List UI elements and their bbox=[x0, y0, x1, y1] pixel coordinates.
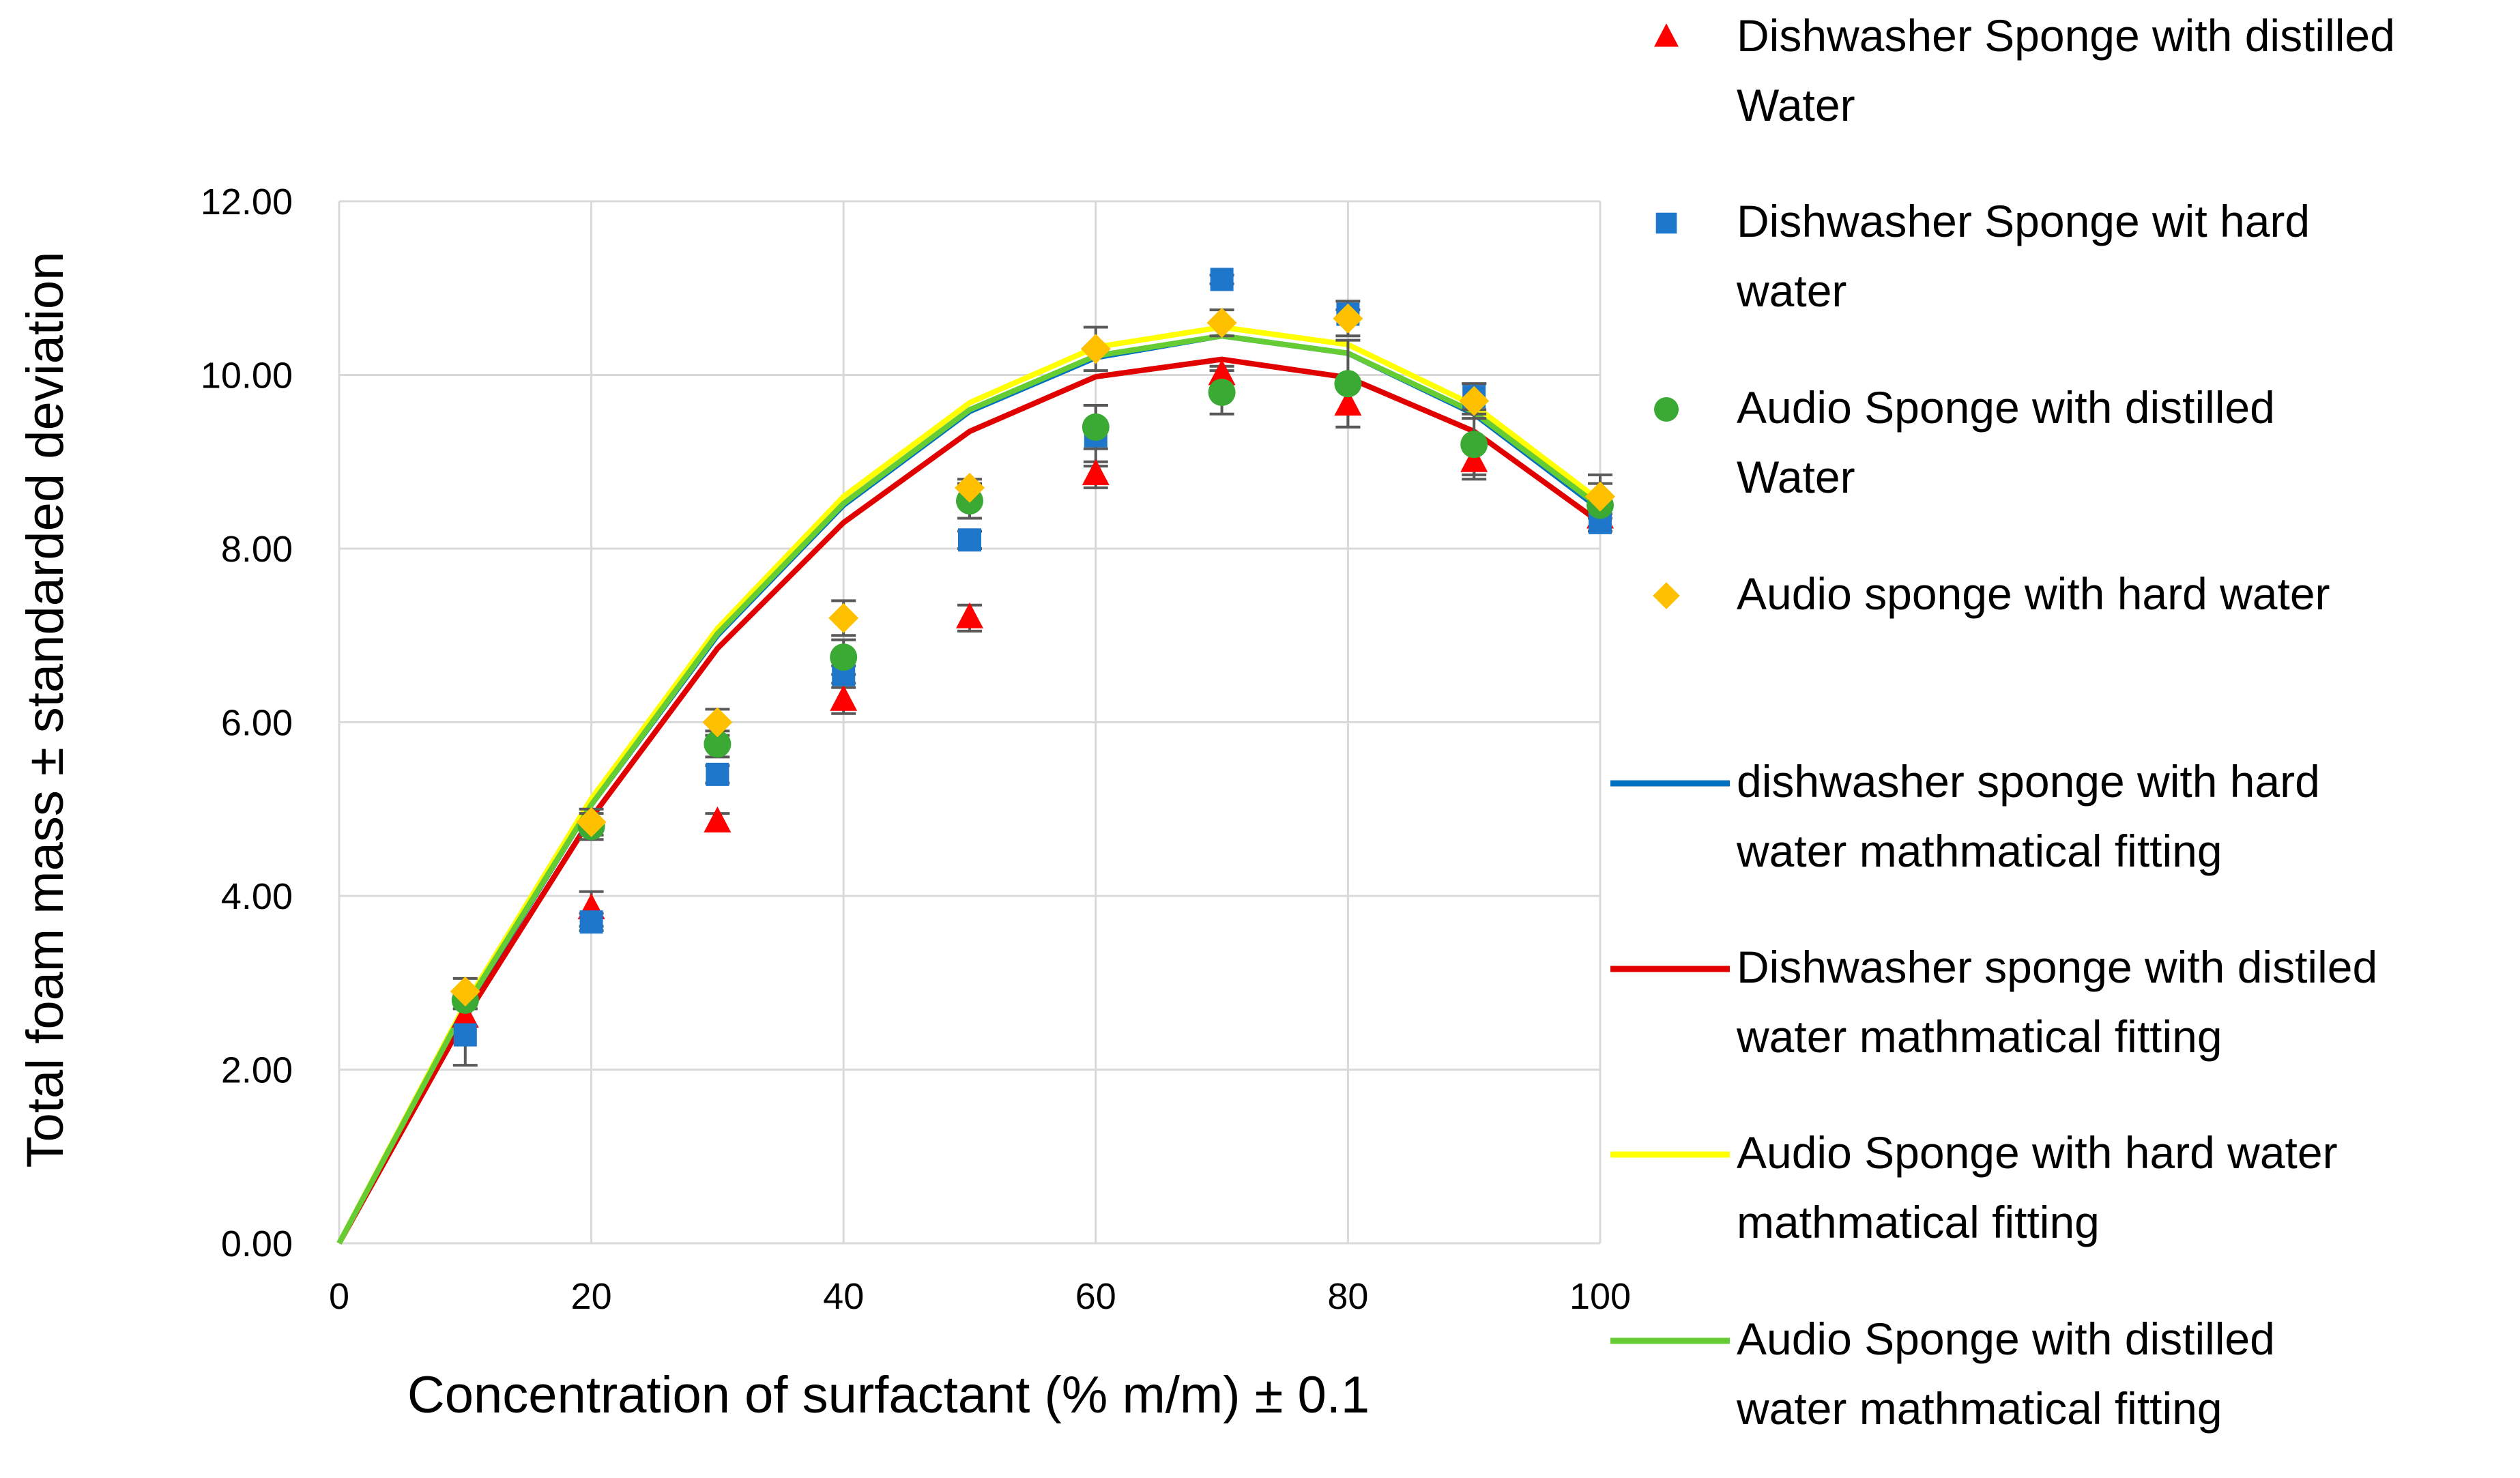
square-marker bbox=[579, 910, 603, 934]
square-marker bbox=[958, 528, 981, 552]
legend-label: Dishwasher Sponge with distilled bbox=[1737, 10, 2395, 61]
square-marker bbox=[706, 762, 729, 786]
legend-label: dishwasher sponge with hard bbox=[1737, 756, 2320, 807]
x-axis-title: Concentration of surfactant (% m/m) ± 0.… bbox=[407, 1366, 1370, 1424]
y-tick-label: 6.00 bbox=[221, 703, 293, 744]
square-marker bbox=[1655, 212, 1677, 234]
diamond-marker bbox=[1459, 386, 1490, 416]
triangle-marker bbox=[1460, 446, 1488, 472]
legend-label: Dishwasher Sponge wit hard bbox=[1737, 196, 2310, 246]
x-tick-label: 100 bbox=[1569, 1276, 1631, 1317]
y-tick-label: 8.00 bbox=[221, 529, 293, 570]
circle-marker bbox=[830, 643, 858, 671]
fit-lines bbox=[336, 324, 1602, 1245]
circle-marker bbox=[1460, 431, 1488, 459]
circle-marker bbox=[1208, 378, 1236, 406]
triangle-marker bbox=[1082, 459, 1110, 485]
triangle-marker bbox=[830, 684, 858, 711]
legend-label: Water bbox=[1737, 452, 1855, 502]
y-tick-label: 4.00 bbox=[221, 876, 293, 917]
legend-label: water bbox=[1736, 265, 1846, 316]
legend-label: Audio Sponge with hard water bbox=[1737, 1127, 2338, 1178]
y-tick-label: 10.00 bbox=[201, 356, 293, 396]
legend-label: mathmatical fitting bbox=[1737, 1197, 2100, 1247]
fit-line bbox=[336, 324, 1602, 1245]
fit-line bbox=[336, 333, 1602, 1245]
y-tick-label: 0.00 bbox=[221, 1223, 293, 1264]
x-tick-label: 80 bbox=[1327, 1276, 1368, 1317]
circle-marker bbox=[1334, 370, 1362, 398]
circle-marker bbox=[1082, 413, 1110, 441]
diamond-marker bbox=[828, 603, 859, 633]
diamond-marker bbox=[702, 707, 733, 738]
y-axis-title: Total foam mass ± standarded deviation bbox=[16, 252, 74, 1168]
legend-label: Water bbox=[1737, 80, 1855, 130]
diamond-marker bbox=[955, 472, 985, 503]
legend-label: Dishwasher sponge with distiled bbox=[1737, 942, 2377, 992]
x-tick-label: 40 bbox=[823, 1276, 864, 1317]
triangle-marker bbox=[1334, 390, 1362, 416]
x-tick-label: 20 bbox=[571, 1276, 612, 1317]
legend-label: Audio Sponge with distilled bbox=[1737, 382, 2275, 433]
legend: Dishwasher Sponge with distilled Water Dis… bbox=[1610, 10, 2395, 1434]
triangle-marker bbox=[704, 806, 732, 832]
circle-marker bbox=[704, 730, 732, 758]
x-tick-label: 60 bbox=[1075, 1276, 1116, 1317]
diamond-marker bbox=[1585, 481, 1615, 512]
triangle-marker bbox=[1208, 359, 1236, 386]
diamond-marker bbox=[1333, 303, 1363, 334]
legend-label: water mathmatical fitting bbox=[1736, 826, 2222, 876]
gridlines bbox=[338, 200, 1602, 1245]
triangle-marker bbox=[1654, 23, 1679, 47]
triangle-marker bbox=[451, 1002, 479, 1028]
y-tick-label: 12.00 bbox=[201, 182, 293, 222]
axes: 0.00 2.00 4.00 6.00 8.00 10.00 12.00 0 20 40 60 80 1… bbox=[201, 182, 1631, 1317]
diamond-marker bbox=[1206, 308, 1237, 338]
square-marker bbox=[453, 1023, 477, 1047]
square-marker bbox=[1210, 267, 1234, 291]
circle-marker bbox=[1654, 397, 1679, 422]
data-markers bbox=[450, 267, 1615, 1047]
legend-label: water mathmatical fitting bbox=[1736, 1383, 2222, 1434]
x-tick-label: 0 bbox=[329, 1276, 349, 1317]
diamond-marker bbox=[1080, 334, 1111, 364]
diamond-marker bbox=[576, 807, 607, 837]
legend-label: water mathmatical fitting bbox=[1736, 1011, 2222, 1062]
legend-label: Audio sponge with hard water bbox=[1737, 568, 2330, 619]
legend-label: Audio Sponge with distilled bbox=[1737, 1314, 2275, 1364]
diamond-marker bbox=[450, 976, 480, 1006]
triangle-marker bbox=[956, 602, 983, 628]
fit-line bbox=[336, 356, 1602, 1245]
y-tick-label: 2.00 bbox=[221, 1050, 293, 1091]
fit-line bbox=[336, 333, 1602, 1245]
diamond-marker bbox=[1653, 582, 1680, 609]
